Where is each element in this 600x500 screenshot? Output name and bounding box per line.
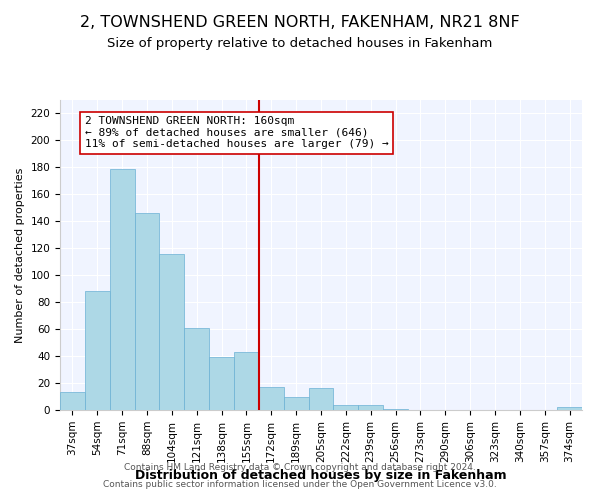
Bar (85, 292, 110, 410)
Bar (184, 328, 209, 410)
Y-axis label: Number of detached properties: Number of detached properties (15, 168, 25, 342)
Bar (110, 168, 134, 410)
Bar (358, 404, 383, 410)
Bar (557, 408, 582, 410)
Bar (308, 388, 334, 410)
Bar (209, 358, 234, 410)
Bar (134, 213, 160, 410)
Text: Contains public sector information licensed under the Open Government Licence v3: Contains public sector information licen… (103, 480, 497, 489)
Bar (160, 254, 184, 410)
X-axis label: Distribution of detached houses by size in Fakenham: Distribution of detached houses by size … (135, 469, 507, 482)
Bar (383, 408, 408, 410)
Bar (234, 352, 259, 410)
Bar (60, 392, 85, 410)
Bar (259, 387, 284, 410)
Text: Size of property relative to detached houses in Fakenham: Size of property relative to detached ho… (107, 38, 493, 51)
Bar (334, 404, 358, 410)
Text: Contains HM Land Registry data © Crown copyright and database right 2024.: Contains HM Land Registry data © Crown c… (124, 464, 476, 472)
Text: 2 TOWNSHEND GREEN NORTH: 160sqm
← 89% of detached houses are smaller (646)
11% o: 2 TOWNSHEND GREEN NORTH: 160sqm ← 89% of… (85, 116, 389, 150)
Text: 2, TOWNSHEND GREEN NORTH, FAKENHAM, NR21 8NF: 2, TOWNSHEND GREEN NORTH, FAKENHAM, NR21… (80, 15, 520, 30)
Bar (284, 396, 308, 410)
